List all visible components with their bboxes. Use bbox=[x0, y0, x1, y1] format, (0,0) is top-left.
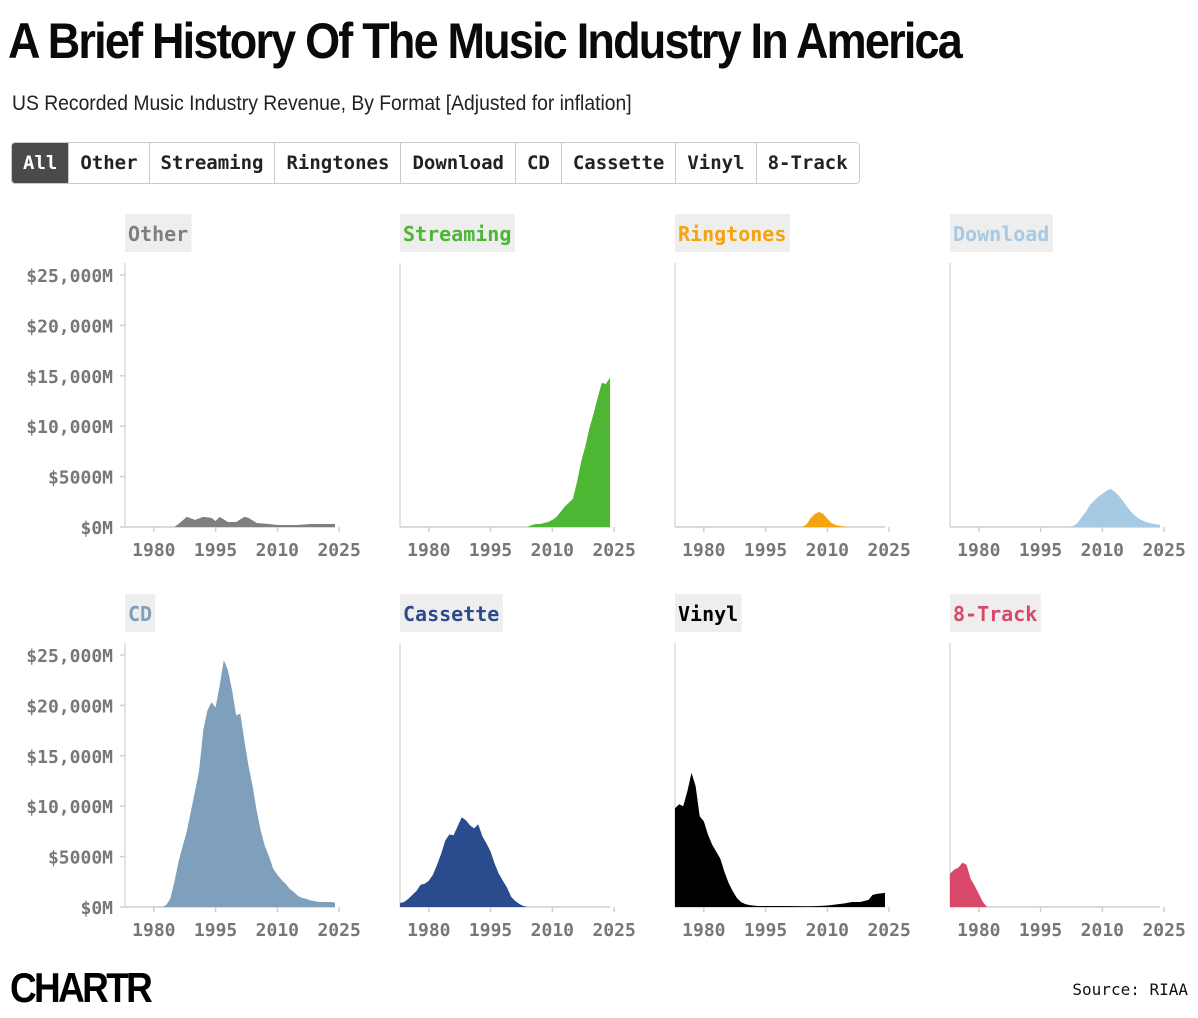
y-tick-label: $0M bbox=[80, 898, 113, 919]
y-tick-label: $5000M bbox=[48, 468, 113, 489]
y-tick-label: $10,000M bbox=[26, 797, 113, 818]
tab-cd[interactable]: CD bbox=[515, 143, 562, 183]
x-tick-label: 1980 bbox=[957, 920, 1000, 941]
x-tick-label: 2025 bbox=[867, 920, 910, 941]
panel-title-other: Other bbox=[128, 222, 188, 246]
tab-ringtones[interactable]: Ringtones bbox=[275, 143, 402, 183]
x-tick-label: 2025 bbox=[592, 920, 635, 941]
x-tick-label: 2025 bbox=[317, 540, 360, 561]
x-tick-label: 2010 bbox=[531, 920, 574, 941]
tab-vinyl[interactable]: Vinyl bbox=[676, 143, 757, 183]
x-tick-label: 2010 bbox=[256, 540, 299, 561]
x-tick-label: 1980 bbox=[682, 920, 725, 941]
source-note: Source: RIAA bbox=[1072, 980, 1188, 999]
y-tick-label: $20,000M bbox=[26, 316, 113, 337]
x-tick-label: 2010 bbox=[1081, 920, 1124, 941]
tab-8-track[interactable]: 8-Track bbox=[756, 143, 859, 183]
page-subtitle: US Recorded Music Industry Revenue, By F… bbox=[12, 92, 632, 115]
y-tick-label: $10,000M bbox=[26, 417, 113, 438]
x-tick-label: 1995 bbox=[194, 540, 237, 561]
x-tick-label: 1980 bbox=[682, 540, 725, 561]
y-tick-label: $15,000M bbox=[26, 367, 113, 388]
x-tick-label: 2010 bbox=[1081, 540, 1124, 561]
x-tick-label: 1980 bbox=[407, 920, 450, 941]
x-tick-label: 2025 bbox=[317, 920, 360, 941]
area-cassette bbox=[400, 817, 610, 907]
area-other bbox=[125, 516, 335, 527]
x-tick-label: 1995 bbox=[469, 540, 512, 561]
y-tick-label: $15,000M bbox=[26, 747, 113, 768]
y-tick-label: $20,000M bbox=[26, 696, 113, 717]
y-tick-label: $5000M bbox=[48, 848, 113, 869]
x-tick-label: 1980 bbox=[407, 540, 450, 561]
area-download bbox=[950, 488, 1160, 527]
panel-title-bg bbox=[125, 214, 192, 252]
panel-title-download: Download bbox=[953, 222, 1049, 246]
panel-title-streaming: Streaming bbox=[403, 222, 511, 246]
x-tick-label: 1995 bbox=[744, 920, 787, 941]
x-tick-label: 2010 bbox=[806, 920, 849, 941]
x-tick-label: 1995 bbox=[194, 920, 237, 941]
x-tick-label: 1980 bbox=[132, 540, 175, 561]
tab-all[interactable]: All bbox=[12, 143, 70, 183]
panel-title-cd: CD bbox=[128, 602, 152, 626]
x-tick-label: 1980 bbox=[132, 920, 175, 941]
x-tick-label: 1980 bbox=[957, 540, 1000, 561]
panel-title-ringtones: Ringtones bbox=[678, 222, 786, 246]
chartr-logo: CHARTR bbox=[10, 964, 153, 1011]
area-8-track bbox=[950, 862, 1160, 907]
page-title: A Brief History Of The Music Industry In… bbox=[8, 13, 963, 69]
panel-title-bg bbox=[675, 594, 742, 632]
format-filter-tabs: All Other Streaming Ringtones Download C… bbox=[11, 142, 860, 184]
x-tick-label: 2025 bbox=[1142, 540, 1185, 561]
panel-title-bg bbox=[400, 594, 503, 632]
area-vinyl bbox=[675, 772, 885, 907]
panel-title-bg bbox=[950, 594, 1041, 632]
panel-title-cassette: Cassette bbox=[403, 602, 499, 626]
panel-title-bg bbox=[950, 214, 1053, 252]
x-tick-label: 2010 bbox=[531, 540, 574, 561]
x-tick-label: 1995 bbox=[1019, 920, 1062, 941]
area-streaming bbox=[400, 377, 610, 527]
tab-cassette[interactable]: Cassette bbox=[561, 143, 677, 183]
area-cd bbox=[125, 660, 335, 907]
panel-title-bg bbox=[400, 214, 515, 252]
panel-title-8-track: 8-Track bbox=[953, 602, 1037, 626]
area-ringtones bbox=[675, 511, 885, 527]
tab-streaming[interactable]: Streaming bbox=[149, 143, 276, 183]
x-tick-label: 2010 bbox=[256, 920, 299, 941]
x-tick-label: 1995 bbox=[469, 920, 512, 941]
x-tick-label: 1995 bbox=[1019, 540, 1062, 561]
y-tick-label: $25,000M bbox=[26, 646, 113, 667]
x-tick-label: 2025 bbox=[592, 540, 635, 561]
tab-download[interactable]: Download bbox=[401, 143, 516, 183]
y-tick-label: $25,000M bbox=[26, 266, 113, 287]
x-tick-label: 2025 bbox=[1142, 920, 1185, 941]
x-tick-label: 2025 bbox=[867, 540, 910, 561]
y-tick-label: $0M bbox=[80, 518, 113, 539]
panel-title-bg bbox=[675, 214, 790, 252]
panel-title-vinyl: Vinyl bbox=[678, 602, 738, 626]
x-tick-label: 2010 bbox=[806, 540, 849, 561]
x-tick-label: 1995 bbox=[744, 540, 787, 561]
panel-title-bg bbox=[125, 594, 156, 632]
tab-other[interactable]: Other bbox=[69, 143, 150, 183]
